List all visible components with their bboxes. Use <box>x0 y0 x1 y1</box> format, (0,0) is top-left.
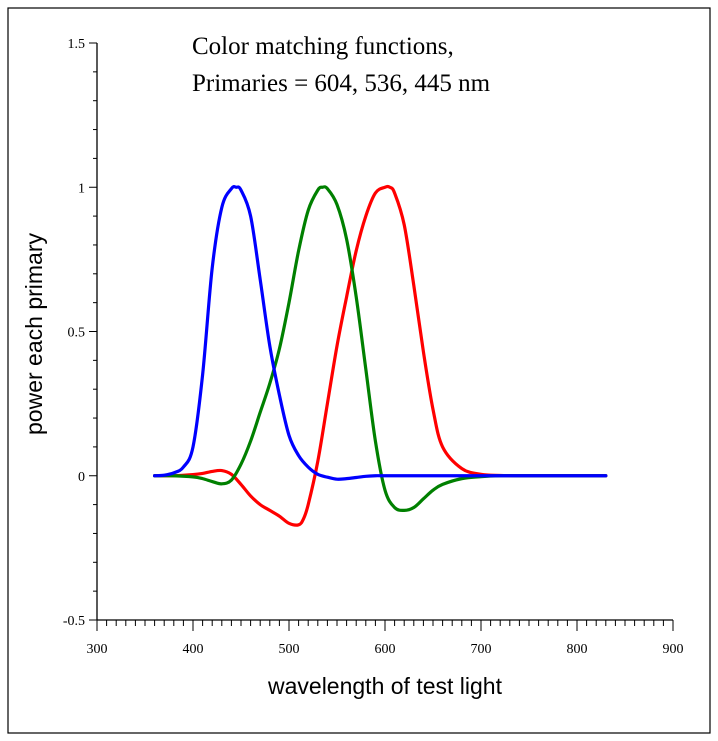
y-ticks: -0.5 0 0.5 1 1.5 <box>63 37 97 629</box>
x-tick-label: 300 <box>87 642 108 657</box>
y-tick-label: 0 <box>78 470 85 485</box>
y-axis-label: power each primary <box>21 233 47 435</box>
series-red-line <box>153 184 608 527</box>
x-tick-label: 600 <box>375 642 396 657</box>
series-green-line <box>153 185 608 512</box>
x-tick-label: 900 <box>663 642 684 657</box>
series-layer <box>153 184 608 527</box>
chart-title-line-2: Primaries = 604, 536, 445 nm <box>192 70 491 97</box>
y-tick-label: 0.5 <box>68 326 86 341</box>
x-tick-label: 800 <box>567 642 588 657</box>
y-tick-label: -0.5 <box>63 614 85 629</box>
x-axis-label: wavelength of test light <box>267 673 503 699</box>
axes <box>96 43 673 621</box>
chart-frame <box>7 7 711 734</box>
chart-title-line-1: Color matching functions, <box>192 33 454 60</box>
x-tick-label: 400 <box>183 642 204 657</box>
series-blue-line <box>153 185 608 481</box>
y-tick-label: 1.5 <box>68 37 86 52</box>
x-tick-label: 500 <box>279 642 300 657</box>
y-tick-label: 1 <box>78 181 85 196</box>
x-tick-label: 700 <box>471 642 492 657</box>
x-ticks: 300 400 500 600 700 800 900 <box>87 620 684 657</box>
